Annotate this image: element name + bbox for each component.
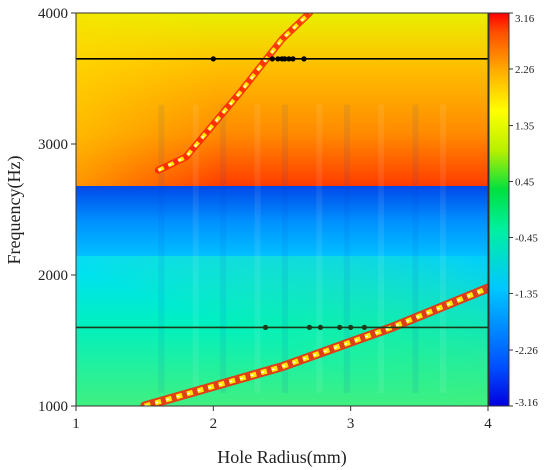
streak (378, 104, 385, 393)
resonance-band-core (157, 13, 311, 173)
y-tick-label: 1000 (38, 399, 68, 415)
x-axis: 1 2 3 4 (72, 406, 492, 432)
reference-marker (317, 324, 324, 330)
x-tick-label: 4 (484, 416, 492, 432)
y-tick-label: 3000 (38, 137, 68, 153)
streak (412, 104, 419, 393)
colorbar-gradient (488, 12, 510, 407)
y-tick-label: 4000 (38, 6, 68, 22)
streak (316, 104, 323, 393)
reference-marker (269, 56, 275, 62)
low-band-shade (76, 256, 488, 406)
colorbar-ticks: 3.16 2.26 1.35 0.45 -0.45 -1.35 -2.26 -3.16 (509, 12, 538, 409)
streak (192, 104, 199, 393)
resonance-curves (140, 13, 488, 406)
colorbar: 3.16 2.26 1.35 0.45 -0.45 -1.35 -2.26 -3.16 (488, 12, 538, 409)
colorbar-tick-label: -0.45 (515, 232, 538, 244)
streak (439, 104, 446, 393)
streak (220, 104, 227, 393)
reference-marker (210, 56, 216, 62)
blue-band (76, 186, 488, 256)
colorbar-tick-label: 3.16 (515, 13, 535, 25)
y-axis-title: Frequency(Hz) (4, 156, 25, 265)
colorbar-tick-label: 2.26 (515, 64, 535, 76)
plot-frame (75, 12, 489, 407)
reference-marker (286, 56, 292, 62)
reference-marker (348, 324, 354, 330)
plot-area (76, 13, 488, 406)
streak (343, 104, 350, 393)
y-tick-label: 2000 (38, 268, 68, 284)
reference-marker (282, 56, 288, 62)
reference-marker (290, 56, 296, 62)
reference-marker (361, 324, 367, 330)
reference-marker (262, 324, 269, 330)
vertical-streaks (158, 104, 446, 393)
colorbar-tick-label: -2.26 (515, 345, 538, 357)
reference-marker (301, 56, 307, 62)
reference-lines (76, 56, 488, 330)
x-tick-label: 1 (72, 416, 80, 432)
x-axis-title: Hole Radius(mm) (217, 447, 346, 468)
resonance-band-core (144, 285, 488, 406)
streak (158, 104, 165, 393)
x-tick-label: 3 (347, 416, 355, 432)
reference-marker (275, 56, 281, 62)
colorbar-tick-label: 0.45 (515, 177, 535, 189)
streak (282, 104, 288, 393)
streak (254, 104, 261, 393)
reference-marker (337, 324, 343, 330)
colorbar-tick-label: -1.35 (515, 288, 538, 300)
colorbar-tick-label: 1.35 (515, 121, 535, 133)
y-axis: 1000 2000 3000 4000 (38, 6, 76, 415)
colorbar-tick-label: -3.16 (515, 397, 538, 409)
reference-marker (306, 324, 313, 330)
x-tick-label: 2 (210, 416, 218, 432)
